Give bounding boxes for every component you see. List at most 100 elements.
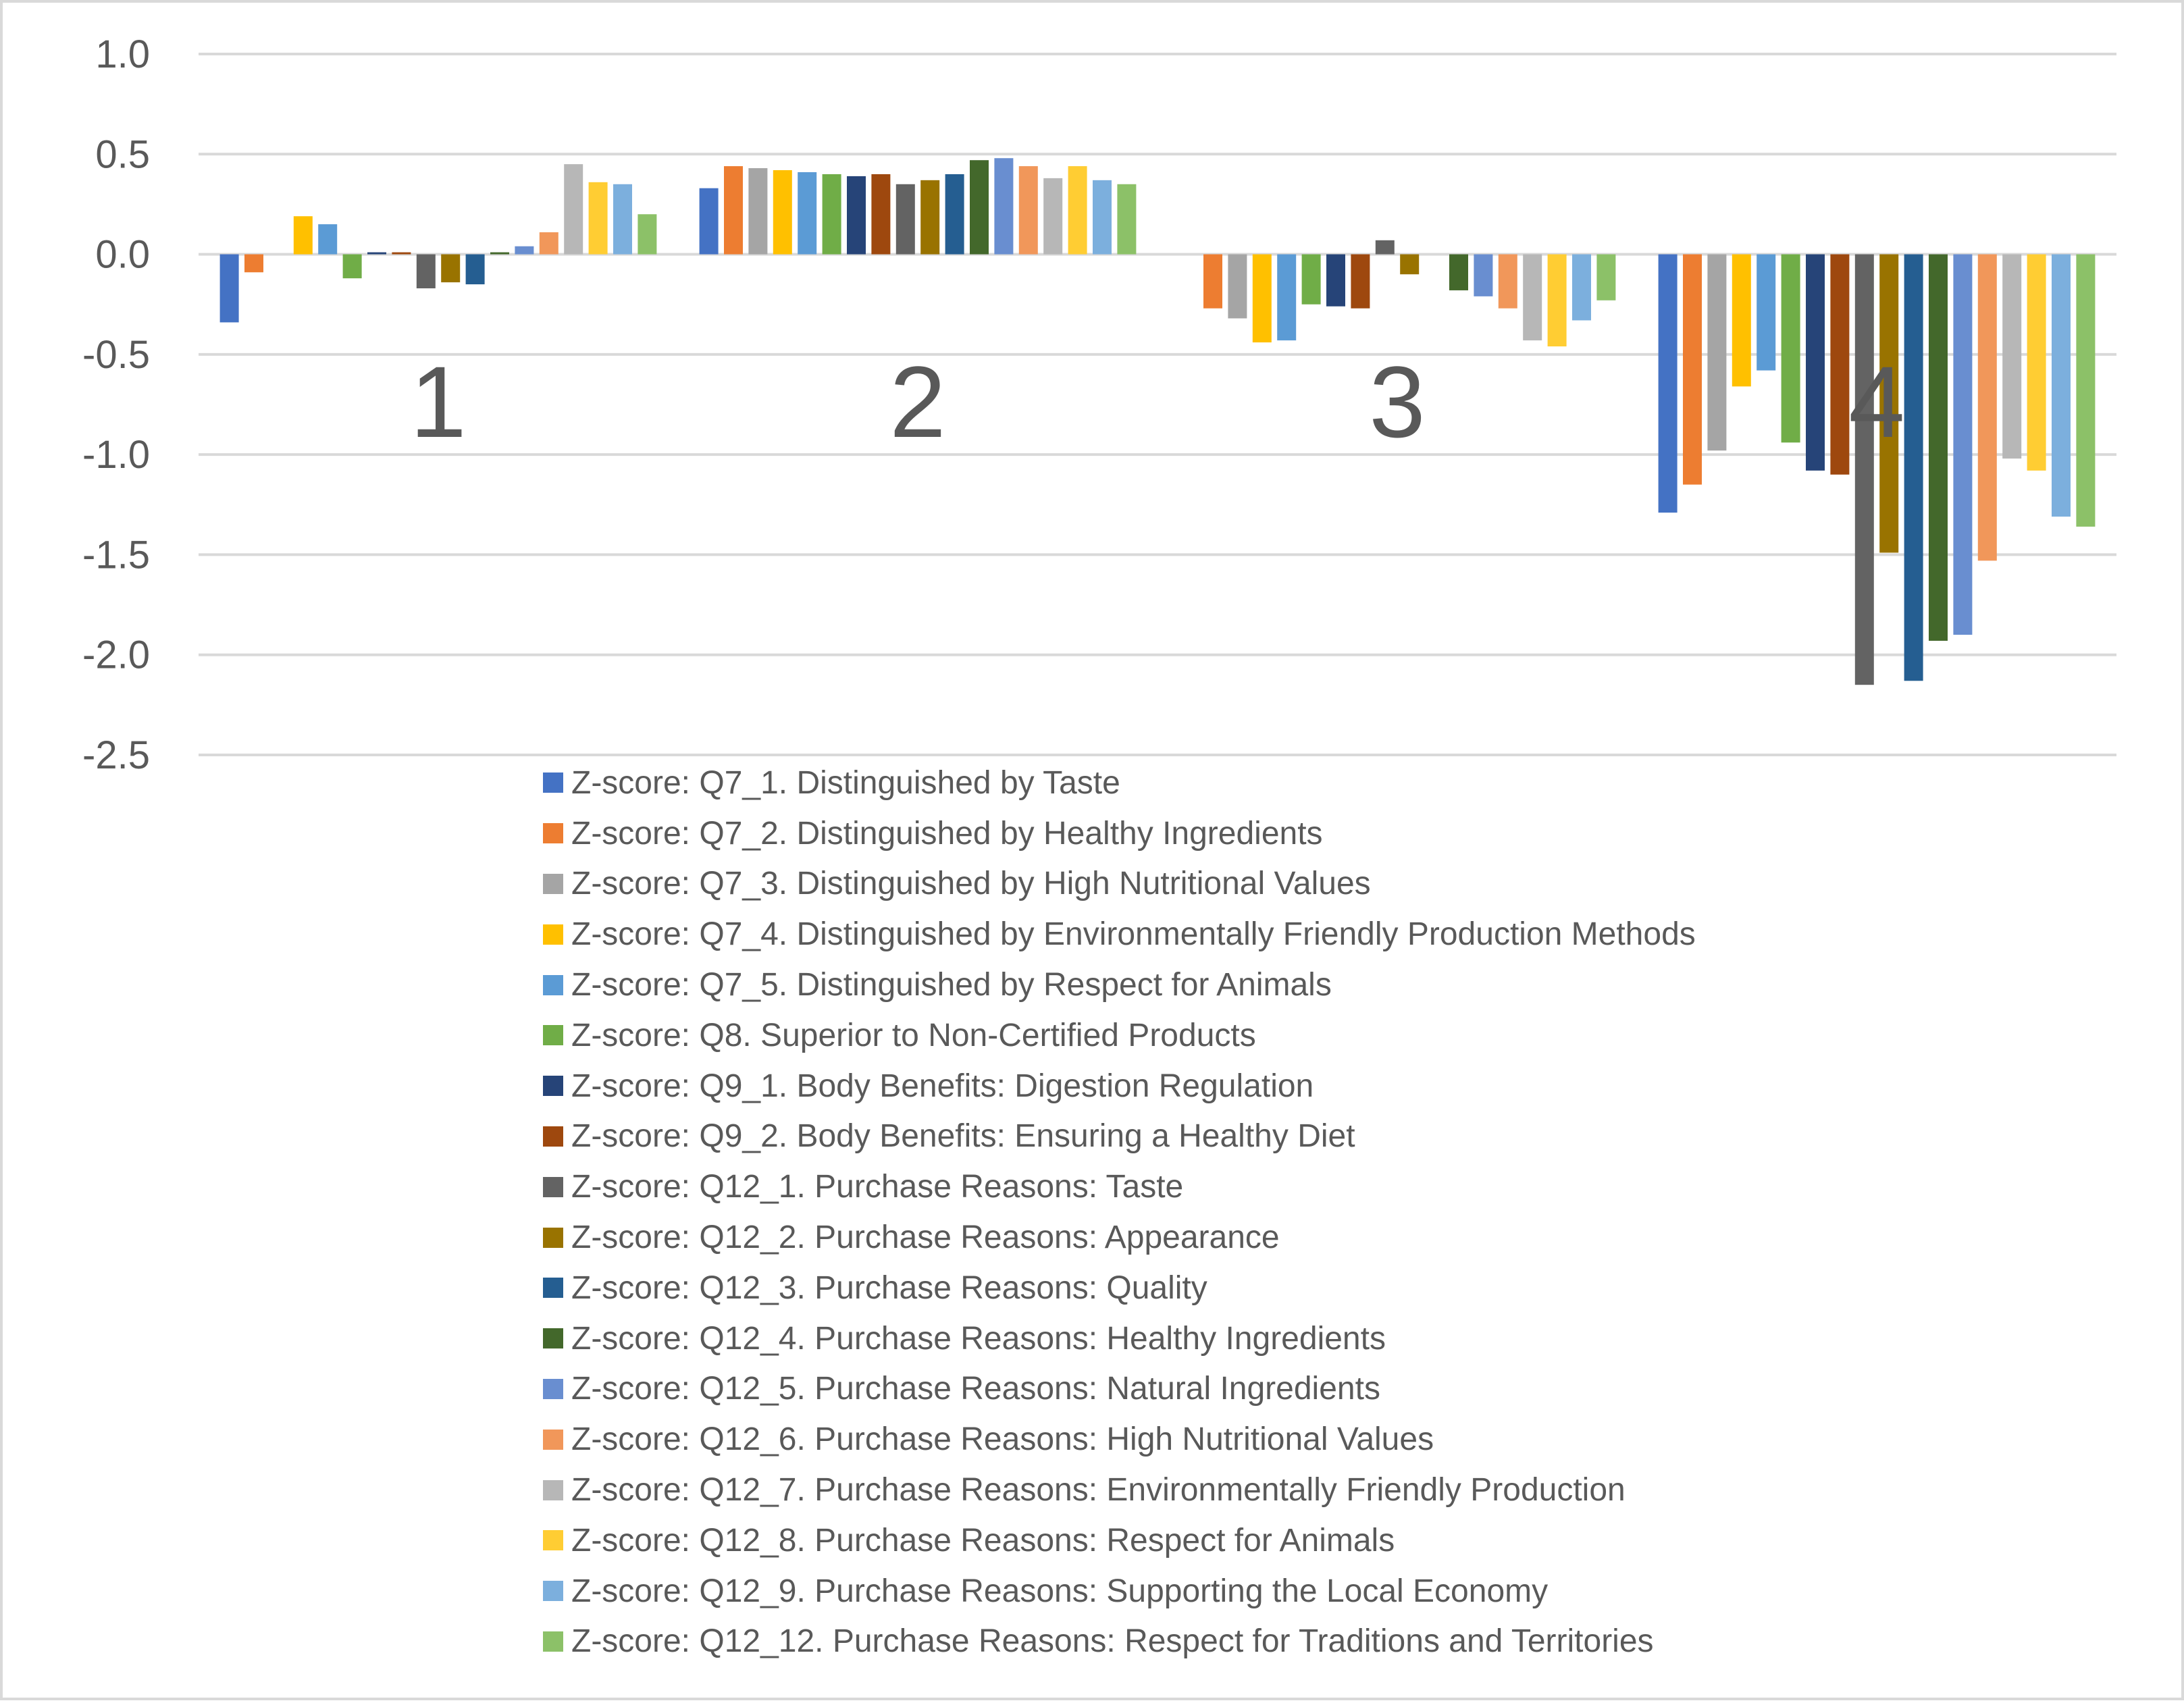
- bar: [318, 224, 338, 255]
- legend-label: Z-score: Q12_12. Purchase Reasons: Respe…: [571, 1623, 1654, 1660]
- bar: [1707, 254, 1727, 451]
- bar: [1228, 254, 1247, 319]
- bar: [1400, 254, 1420, 275]
- legend-item: Z-score: Q12_8. Purchase Reasons: Respec…: [543, 1515, 1696, 1566]
- legend-label: Z-score: Q7_4. Distinguished by Environm…: [571, 916, 1696, 953]
- bars: [219, 158, 2096, 685]
- legend-label: Z-score: Q12_1. Purchase Reasons: Taste: [571, 1169, 1184, 1205]
- category-labels: 1 2 3 4: [410, 345, 1904, 459]
- bar: [2052, 254, 2071, 517]
- y-tick-label: 1.0: [95, 32, 150, 76]
- bar: [1326, 254, 1345, 307]
- bar: [1301, 254, 1321, 305]
- legend-swatch: [543, 1176, 563, 1197]
- bar: [293, 216, 313, 255]
- legend-item: Z-score: Q9_1. Body Benefits: Digestion …: [543, 1061, 1696, 1111]
- legend-swatch: [543, 1479, 563, 1500]
- gridlines: [199, 53, 2116, 756]
- bar: [699, 188, 719, 255]
- bar: [1929, 254, 1948, 641]
- legend-item: Z-score: Q12_4. Purchase Reasons: Health…: [543, 1313, 1696, 1364]
- bar: [1117, 184, 1137, 255]
- bar: [798, 172, 817, 255]
- legend-item: Z-score: Q7_2. Distinguished by Healthy …: [543, 808, 1696, 859]
- legend-label: Z-score: Q8. Superior to Non-Certified P…: [571, 1017, 1256, 1053]
- y-tick-label: -2.5: [82, 733, 150, 777]
- category-label: 4: [1848, 345, 1904, 459]
- legend-item: Z-score: Q12_12. Purchase Reasons: Respe…: [543, 1617, 1696, 1667]
- bar: [1498, 254, 1517, 309]
- y-tick-label: 0.0: [95, 233, 150, 277]
- legend-swatch: [543, 1530, 563, 1551]
- bar: [465, 254, 485, 285]
- legend-item: Z-score: Q12_3. Purchase Reasons: Qualit…: [543, 1263, 1696, 1313]
- bar: [1830, 254, 1850, 475]
- legend-label: Z-score: Q9_2. Body Benefits: Ensuring a…: [571, 1118, 1355, 1155]
- bar: [588, 182, 608, 255]
- legend-item: Z-score: Q7_3. Distinguished by High Nut…: [543, 859, 1696, 910]
- legend-item: Z-score: Q9_2. Body Benefits: Ensuring a…: [543, 1111, 1696, 1162]
- y-axis-tick-labels: 1.0 0.5 0.0 -0.5 -1.0 -1.5 -2.0 -2.5: [82, 32, 150, 777]
- bar: [1879, 254, 1899, 553]
- bar: [1757, 254, 1776, 371]
- legend-swatch: [543, 1025, 563, 1046]
- legend-swatch: [543, 1076, 563, 1097]
- bar: [613, 184, 632, 255]
- bar: [1474, 254, 1493, 296]
- bar: [1854, 254, 1874, 685]
- bar: [1449, 254, 1468, 290]
- legend-item: Z-score: Q12_1. Purchase Reasons: Taste: [543, 1161, 1696, 1212]
- y-tick-label: -2.0: [82, 633, 150, 677]
- bar: [367, 252, 386, 255]
- bar: [1523, 254, 1542, 341]
- legend-swatch: [543, 924, 563, 945]
- bar: [244, 254, 263, 273]
- legend-label: Z-score: Q12_7. Purchase Reasons: Enviro…: [571, 1472, 1626, 1509]
- bar: [920, 180, 940, 255]
- bar: [539, 232, 558, 255]
- y-tick-label: 0.5: [95, 132, 150, 176]
- legend-item: Z-score: Q7_1. Distinguished by Taste: [543, 758, 1696, 808]
- y-tick-label: -1.0: [82, 433, 150, 477]
- legend-swatch: [543, 873, 563, 894]
- bar: [219, 254, 239, 323]
- legend-label: Z-score: Q7_5. Distinguished by Respect …: [571, 967, 1332, 1003]
- legend-item: Z-score: Q7_5. Distinguished by Respect …: [543, 960, 1696, 1010]
- bar: [1093, 180, 1112, 255]
- bar: [1351, 254, 1370, 309]
- bar: [724, 166, 743, 255]
- bar: [1977, 254, 1997, 561]
- legend-label: Z-score: Q12_8. Purchase Reasons: Respec…: [571, 1522, 1395, 1558]
- legend-label: Z-score: Q9_1. Body Benefits: Digestion …: [571, 1068, 1314, 1104]
- legend-label: Z-score: Q12_3. Purchase Reasons: Qualit…: [571, 1269, 1207, 1306]
- bar: [1547, 254, 1567, 346]
- legend-swatch: [543, 1227, 563, 1248]
- bar: [2027, 254, 2046, 471]
- legend: Z-score: Q7_1. Distinguished by Taste Z-s…: [543, 758, 1696, 1667]
- bar: [895, 184, 915, 255]
- bar: [1375, 240, 1395, 255]
- category-label: 3: [1369, 345, 1425, 459]
- legend-item: Z-score: Q8. Superior to Non-Certified P…: [543, 1010, 1696, 1061]
- bar: [515, 246, 534, 255]
- legend-swatch: [543, 1278, 563, 1299]
- bar: [1277, 254, 1297, 341]
- legend-label: Z-score: Q12_6. Purchase Reasons: High N…: [571, 1421, 1434, 1458]
- legend-swatch: [543, 1429, 563, 1450]
- legend-label: Z-score: Q7_1. Distinguished by Taste: [571, 764, 1120, 801]
- bar: [416, 254, 436, 288]
- bar: [1732, 254, 1751, 387]
- category-label: 1: [410, 345, 466, 459]
- legend-label: Z-score: Q12_2. Purchase Reasons: Appear…: [571, 1220, 1280, 1256]
- bar: [1203, 254, 1222, 309]
- legend-label: Z-score: Q12_5. Purchase Reasons: Natura…: [571, 1371, 1380, 1407]
- bar: [1658, 254, 1678, 513]
- legend-item: Z-score: Q12_9. Purchase Reasons: Suppor…: [543, 1566, 1696, 1617]
- legend-item: Z-score: Q12_5. Purchase Reasons: Natura…: [543, 1364, 1696, 1415]
- y-tick-label: -1.5: [82, 533, 150, 577]
- bar: [1953, 254, 1973, 635]
- bar: [490, 252, 509, 255]
- legend-swatch: [543, 823, 563, 844]
- bar: [638, 214, 657, 255]
- bar: [822, 174, 841, 255]
